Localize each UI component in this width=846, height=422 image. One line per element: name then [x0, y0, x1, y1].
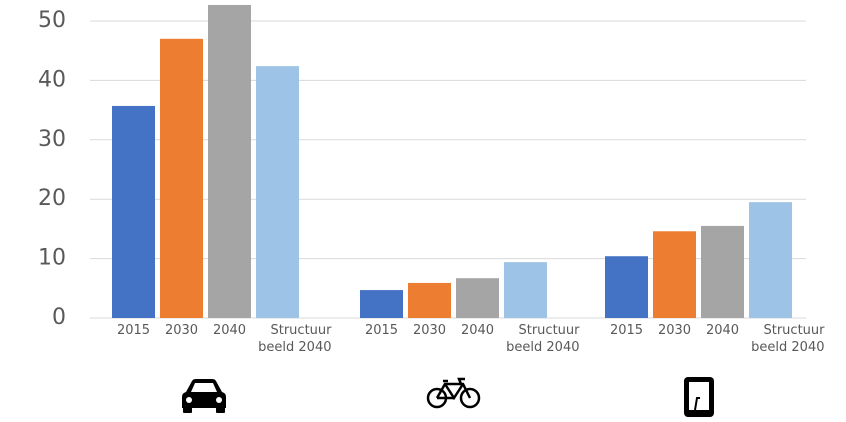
- bar-label: 2015: [116, 323, 151, 338]
- bar-label: 2040: [460, 323, 495, 338]
- bar: [504, 262, 547, 318]
- bar-label: Structuur beeld 2040: [751, 323, 825, 355]
- bar: [208, 4, 251, 319]
- bar-label: 2015: [364, 323, 399, 338]
- bar: [701, 225, 744, 318]
- y-tick-label: 40: [38, 67, 66, 92]
- bar: [160, 38, 203, 318]
- bar-label: 2030: [657, 323, 692, 338]
- bar: [360, 290, 403, 318]
- y-tick-label: 30: [38, 127, 66, 152]
- bar: [112, 105, 155, 318]
- bike-icon: [426, 377, 481, 409]
- bar: [408, 282, 451, 318]
- bar-label: 2040: [212, 323, 247, 338]
- bar-label: Structuur beeld 2040: [506, 323, 580, 355]
- bar-label: 2030: [164, 323, 199, 338]
- bar: [653, 231, 696, 318]
- bar: [256, 66, 299, 318]
- transit-icon: [684, 377, 714, 417]
- bar: [749, 202, 792, 318]
- bar: [605, 256, 648, 318]
- y-tick-label: 50: [38, 8, 66, 33]
- bar: [456, 278, 499, 318]
- y-tick-label: 20: [38, 186, 66, 211]
- bar-label: 2040: [705, 323, 740, 338]
- y-tick-label: 0: [52, 305, 66, 330]
- bar-label: Structuur beeld 2040: [258, 323, 332, 355]
- bar-label: 2030: [412, 323, 447, 338]
- y-tick-label: 10: [38, 246, 66, 271]
- bar-label: 2015: [609, 323, 644, 338]
- car-icon: [182, 379, 226, 413]
